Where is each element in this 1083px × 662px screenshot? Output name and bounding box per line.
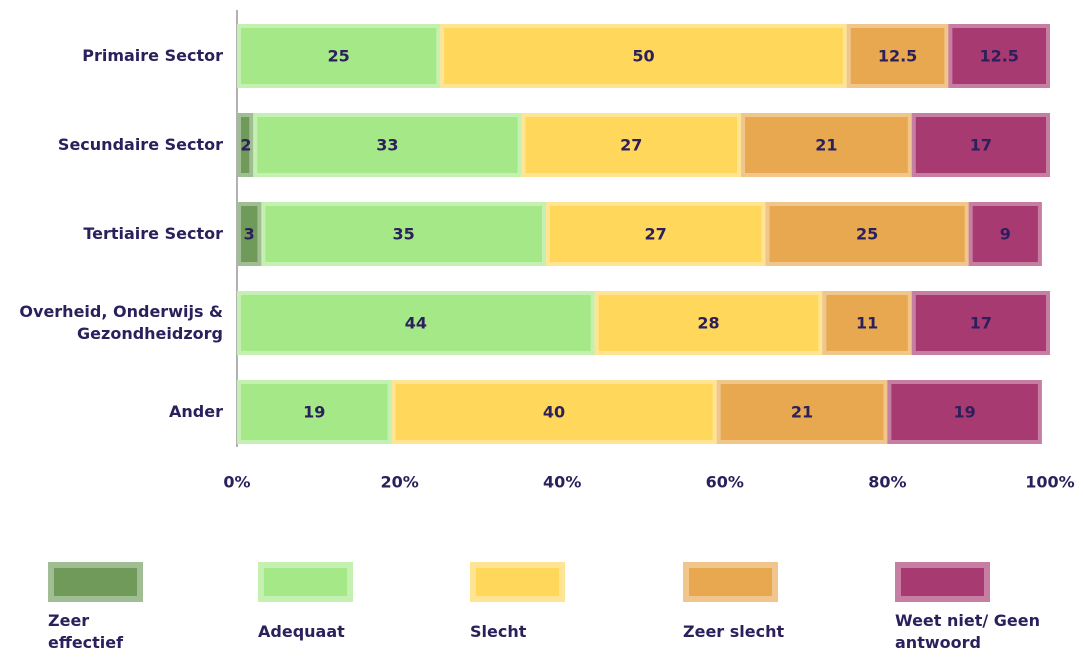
data-label: 25 bbox=[327, 47, 349, 66]
data-label: 25 bbox=[856, 225, 878, 244]
bar-segment bbox=[887, 380, 1042, 444]
bar-border bbox=[237, 380, 392, 444]
data-label: 27 bbox=[645, 225, 667, 244]
legend-label: Adequaat bbox=[258, 622, 345, 641]
legend-swatch-border bbox=[48, 562, 143, 602]
bar-border bbox=[521, 113, 742, 177]
legend-label: Slecht bbox=[470, 622, 527, 641]
y-tick-label: Tertiaire Sector bbox=[83, 224, 223, 243]
x-tick-label: 20% bbox=[380, 473, 418, 492]
data-label: 19 bbox=[303, 403, 325, 422]
bar-segment bbox=[911, 291, 1050, 355]
x-tick-label: 60% bbox=[706, 473, 744, 492]
bar-segment bbox=[237, 380, 392, 444]
legend-swatch-border bbox=[895, 562, 990, 602]
data-label: 44 bbox=[405, 314, 427, 333]
data-label: 40 bbox=[543, 403, 565, 422]
data-label: 11 bbox=[856, 314, 878, 333]
bar-border bbox=[887, 380, 1042, 444]
bar-segment bbox=[765, 202, 969, 266]
x-tick-label: 0% bbox=[223, 473, 250, 492]
bar-segment bbox=[237, 24, 441, 88]
y-tick-label: Ander bbox=[169, 402, 223, 421]
legend-swatch bbox=[48, 562, 143, 602]
bar-border bbox=[261, 202, 546, 266]
data-label: 12.5 bbox=[979, 47, 1018, 66]
legend-swatch bbox=[258, 562, 353, 602]
bar-segment bbox=[391, 380, 717, 444]
legend-swatch bbox=[470, 562, 565, 602]
data-label: 50 bbox=[632, 47, 654, 66]
bar-border bbox=[237, 24, 441, 88]
bar-border bbox=[237, 113, 254, 177]
bar-border bbox=[237, 291, 595, 355]
bar-border bbox=[440, 24, 847, 88]
data-label: 17 bbox=[970, 136, 992, 155]
bar-segment bbox=[521, 113, 742, 177]
x-tick-label: 100% bbox=[1025, 473, 1074, 492]
data-label: 33 bbox=[376, 136, 398, 155]
data-label: 21 bbox=[791, 403, 813, 422]
legend-swatch bbox=[683, 562, 778, 602]
bar-border bbox=[822, 291, 912, 355]
bar-border bbox=[948, 24, 1050, 88]
bar-segment bbox=[237, 202, 262, 266]
bar-border bbox=[253, 113, 522, 177]
data-label: 19 bbox=[954, 403, 976, 422]
bar-segment bbox=[741, 113, 912, 177]
bar-segment bbox=[822, 291, 912, 355]
bar-segment bbox=[261, 202, 546, 266]
data-label: 27 bbox=[620, 136, 642, 155]
bar-border bbox=[594, 291, 823, 355]
bar-segment bbox=[440, 24, 847, 88]
data-label: 28 bbox=[697, 314, 719, 333]
bar-border bbox=[968, 202, 1042, 266]
legend-label: Weet niet/ Geen antwoord bbox=[895, 611, 1041, 652]
data-label: 9 bbox=[1000, 225, 1011, 244]
bar-border bbox=[741, 113, 912, 177]
legend-label: Zeer slecht bbox=[683, 622, 785, 641]
bar-segment bbox=[968, 202, 1042, 266]
data-label: 17 bbox=[970, 314, 992, 333]
data-label: 3 bbox=[244, 225, 255, 244]
bar-segment bbox=[846, 24, 949, 88]
data-label: 12.5 bbox=[878, 47, 917, 66]
x-tick-label: 80% bbox=[868, 473, 906, 492]
bar-segment bbox=[253, 113, 522, 177]
data-label: 2 bbox=[240, 136, 251, 155]
legend-swatch bbox=[895, 562, 990, 602]
data-label: 21 bbox=[815, 136, 837, 155]
bar-segment bbox=[594, 291, 823, 355]
bar-border bbox=[846, 24, 949, 88]
bar-border bbox=[237, 202, 262, 266]
legend-label: Zeer effectief bbox=[48, 611, 124, 652]
y-tick-label: Primaire Sector bbox=[82, 46, 223, 65]
legend-swatch-border bbox=[470, 562, 565, 602]
legend-swatch-border bbox=[683, 562, 778, 602]
bar-border bbox=[911, 113, 1050, 177]
bar-border bbox=[765, 202, 969, 266]
bar-border bbox=[391, 380, 717, 444]
bar-segment bbox=[911, 113, 1050, 177]
x-tick-label: 40% bbox=[543, 473, 581, 492]
bar-segment bbox=[237, 291, 595, 355]
bar-segment bbox=[948, 24, 1050, 88]
y-tick-label: Overheid, Onderwijs & Gezondheidzorg bbox=[19, 302, 223, 343]
bar-border bbox=[716, 380, 888, 444]
bar-border bbox=[545, 202, 766, 266]
bar-segment bbox=[545, 202, 766, 266]
bar-segment bbox=[237, 113, 254, 177]
y-tick-label: Secundaire Sector bbox=[57, 135, 223, 154]
bar-border bbox=[911, 291, 1050, 355]
legend-swatch-border bbox=[258, 562, 353, 602]
bar-segment bbox=[716, 380, 888, 444]
data-label: 35 bbox=[393, 225, 415, 244]
